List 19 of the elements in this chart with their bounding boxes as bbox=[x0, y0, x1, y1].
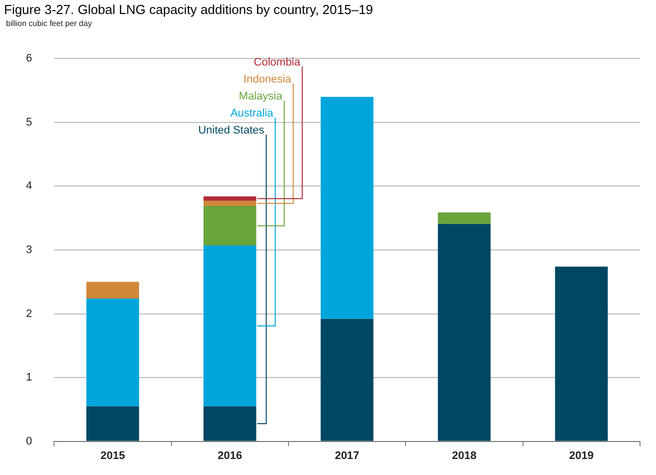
y-tick-label: 4 bbox=[26, 180, 32, 192]
text: Malaysia bbox=[238, 90, 284, 103]
y-axis-title: billion cubic feet per day bbox=[6, 19, 92, 28]
x-tick-label: 2016 bbox=[218, 450, 242, 462]
y-tick-label: 6 bbox=[26, 52, 32, 65]
x-tick-label: 2019 bbox=[569, 450, 594, 462]
text: United States bbox=[198, 124, 265, 137]
x-tick-label: 2017 bbox=[334, 450, 360, 462]
text: Indonesia bbox=[244, 74, 292, 86]
text: Australia bbox=[230, 108, 274, 120]
chart-title: Figure 3-27. Global LNG capacity additions by country, 2015–19 bbox=[4, 2, 374, 17]
y-tick-label: 5 bbox=[26, 116, 32, 128]
y-tick-label: 1 bbox=[26, 372, 32, 384]
y-tick-label: 3 bbox=[26, 244, 32, 256]
text: Colombia bbox=[254, 56, 302, 69]
x-tick-label: 2018 bbox=[452, 450, 476, 462]
x-tick-label: 2015 bbox=[100, 450, 125, 462]
y-tick-label: 2 bbox=[26, 308, 32, 320]
y-tick-label: 0 bbox=[26, 435, 32, 448]
